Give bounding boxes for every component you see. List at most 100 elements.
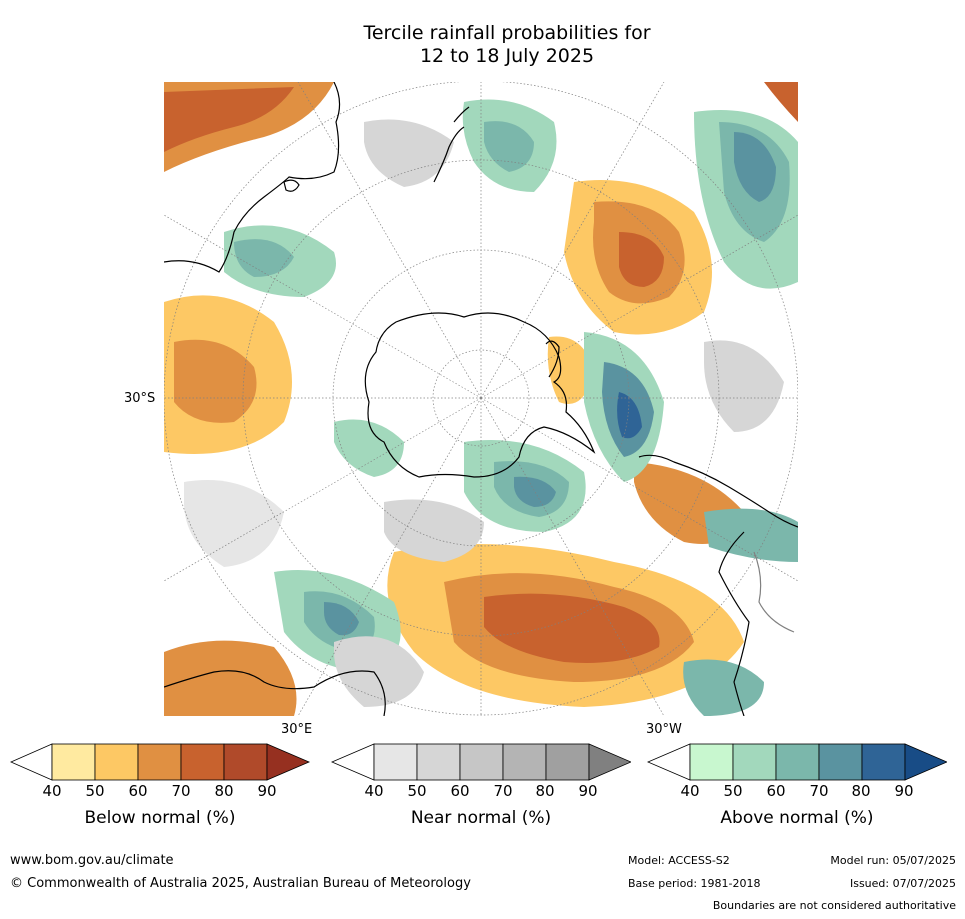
antarctic-peninsula (545, 340, 560, 378)
title-line-1: Tercile rainfall probabilities for (363, 22, 651, 44)
colorbar-swatch-40 (373, 743, 418, 781)
colorbar-swatch-50 (416, 743, 461, 781)
south-america-border (753, 551, 795, 633)
coastlines (164, 82, 798, 716)
probability-patches (164, 82, 798, 716)
antarctica-coastline (364, 312, 596, 478)
latitude-circle-75s (432, 349, 530, 447)
colorbar-above-normal: 40 50 60 70 80 90 Above normal (%) (647, 743, 947, 833)
tick-40: 40 (364, 782, 384, 800)
patch-below-africa-south (164, 640, 297, 716)
tick-60: 60 (128, 782, 148, 800)
longitude-label-30e: 30°E (281, 722, 313, 737)
colorbar-above-normal-ticks: 40 50 60 70 80 90 (647, 782, 947, 802)
latitude-circle-30s (164, 82, 798, 716)
footer-base-period: Base period: 1981-2018 (628, 877, 761, 890)
new-zealand-coastline (433, 106, 470, 183)
patch-above-bottom-right (683, 659, 764, 716)
patch-below-west-indian-mid (174, 339, 257, 423)
latitude-label: 30°S (124, 391, 156, 406)
rainfall-probability-map (164, 82, 798, 716)
patch-above-weddell-strong (514, 476, 556, 507)
meridian-150w (480, 82, 665, 399)
colorbar-below-normal: 40 50 60 70 80 90 Below normal (%) (10, 743, 310, 833)
tick-50: 50 (723, 782, 743, 800)
colorbar-swatch-60 (775, 743, 820, 781)
colorbar-below-normal-scale (10, 743, 310, 781)
meridian-30w (480, 397, 665, 716)
title-line-2: 12 to 18 July 2025 (419, 45, 595, 67)
colorbar-swatch-60 (459, 743, 504, 781)
patch-above-southern-australia-mid (234, 239, 294, 277)
tick-60: 60 (766, 782, 786, 800)
footer-issued: Issued: 07/07/2025 (849, 877, 956, 890)
footer-model: Model: ACCESS-S2 (628, 854, 730, 867)
patch-below-south-atlantic-strong (484, 593, 660, 663)
tick-90: 90 (894, 782, 914, 800)
patch-near-africa (334, 636, 424, 707)
chart-title: Tercile rainfall probabilities for 12 to… (0, 22, 965, 68)
patch-above-east-antarctic-coast (334, 419, 404, 477)
footer-disclaimer: Boundaries are not considered authoritat… (712, 899, 956, 912)
meridian-150e (297, 82, 482, 399)
colorbar-swatch-70 (502, 743, 547, 781)
patch-near-tasman-south (364, 119, 454, 187)
colorbar-near-normal-ticks: 40 50 60 70 80 90 (331, 782, 631, 802)
colorbar-swatch-under (10, 743, 53, 781)
patch-below-top-right (764, 82, 798, 122)
colorbar-swatch-over (266, 743, 310, 781)
tick-70: 70 (809, 782, 829, 800)
patch-near-central-south (384, 499, 484, 562)
footer-url: www.bom.gov.au/climate (10, 853, 174, 868)
colorbar-swatch-60 (137, 743, 182, 781)
meridian-120w (480, 214, 798, 399)
meridian-30e (297, 397, 482, 716)
colorbar-swatch-under (331, 743, 375, 781)
colorbar-swatch-70 (180, 743, 225, 781)
tick-40: 40 (680, 782, 700, 800)
patch-below-indian-ocean-north-strong (164, 87, 294, 152)
patch-above-pacific-north-strong (734, 132, 776, 202)
colorbar-near-normal-scale (331, 743, 631, 781)
colorbar-below-normal-ticks: 40 50 60 70 80 90 (10, 782, 310, 802)
meridian-120e (164, 214, 482, 399)
colorbar-near-normal: 40 50 60 70 80 90 Near normal (%) (331, 743, 631, 833)
patch-above-south-america-north (704, 508, 798, 562)
patch-below-pacific-ne-strong (619, 232, 664, 287)
colorbar-swatch-40 (689, 743, 734, 781)
australia-coastline (164, 82, 341, 273)
colorbar-below-normal-title: Below normal (%) (84, 808, 236, 828)
tick-70: 70 (493, 782, 513, 800)
colorbar-swatch-80 (861, 743, 906, 781)
country-borders (753, 551, 795, 633)
colorbar-swatch-80 (223, 743, 268, 781)
patch-near-east (704, 340, 784, 432)
africa-coastline (164, 670, 386, 716)
colorbar-swatch-50 (94, 743, 139, 781)
patch-above-south-indian-strong (324, 602, 359, 636)
meridian-60w (480, 397, 798, 582)
colorbar-swatch-50 (732, 743, 777, 781)
colorbar-near-normal-title: Near normal (%) (410, 808, 552, 828)
tick-50: 50 (85, 782, 105, 800)
patch-above-drake-passage-strong (617, 392, 642, 439)
tasmania-coastline (283, 179, 300, 192)
colorbar-above-normal-title: Above normal (%) (720, 808, 874, 828)
footer-model-run: Model run: 05/07/2025 (830, 854, 956, 867)
meridian-60e (164, 397, 482, 582)
footer-copyright: © Commonwealth of Australia 2025, Austra… (10, 876, 471, 891)
colorbar-above-normal-scale (647, 743, 947, 781)
colorbar-swatch-40 (51, 743, 96, 781)
tick-60: 60 (450, 782, 470, 800)
tick-90: 90 (578, 782, 598, 800)
colorbar-swatch-70 (818, 743, 863, 781)
colorbar-swatch-under (647, 743, 691, 781)
tick-70: 70 (171, 782, 191, 800)
south-america-coastline (638, 454, 798, 716)
tick-40: 40 (42, 782, 62, 800)
colorbar-swatch-over (588, 743, 631, 781)
colorbar-swatch-80 (545, 743, 590, 781)
colorbar-swatch-over (904, 743, 947, 781)
patch-above-tasman-mid (484, 121, 534, 172)
tick-90: 90 (257, 782, 277, 800)
